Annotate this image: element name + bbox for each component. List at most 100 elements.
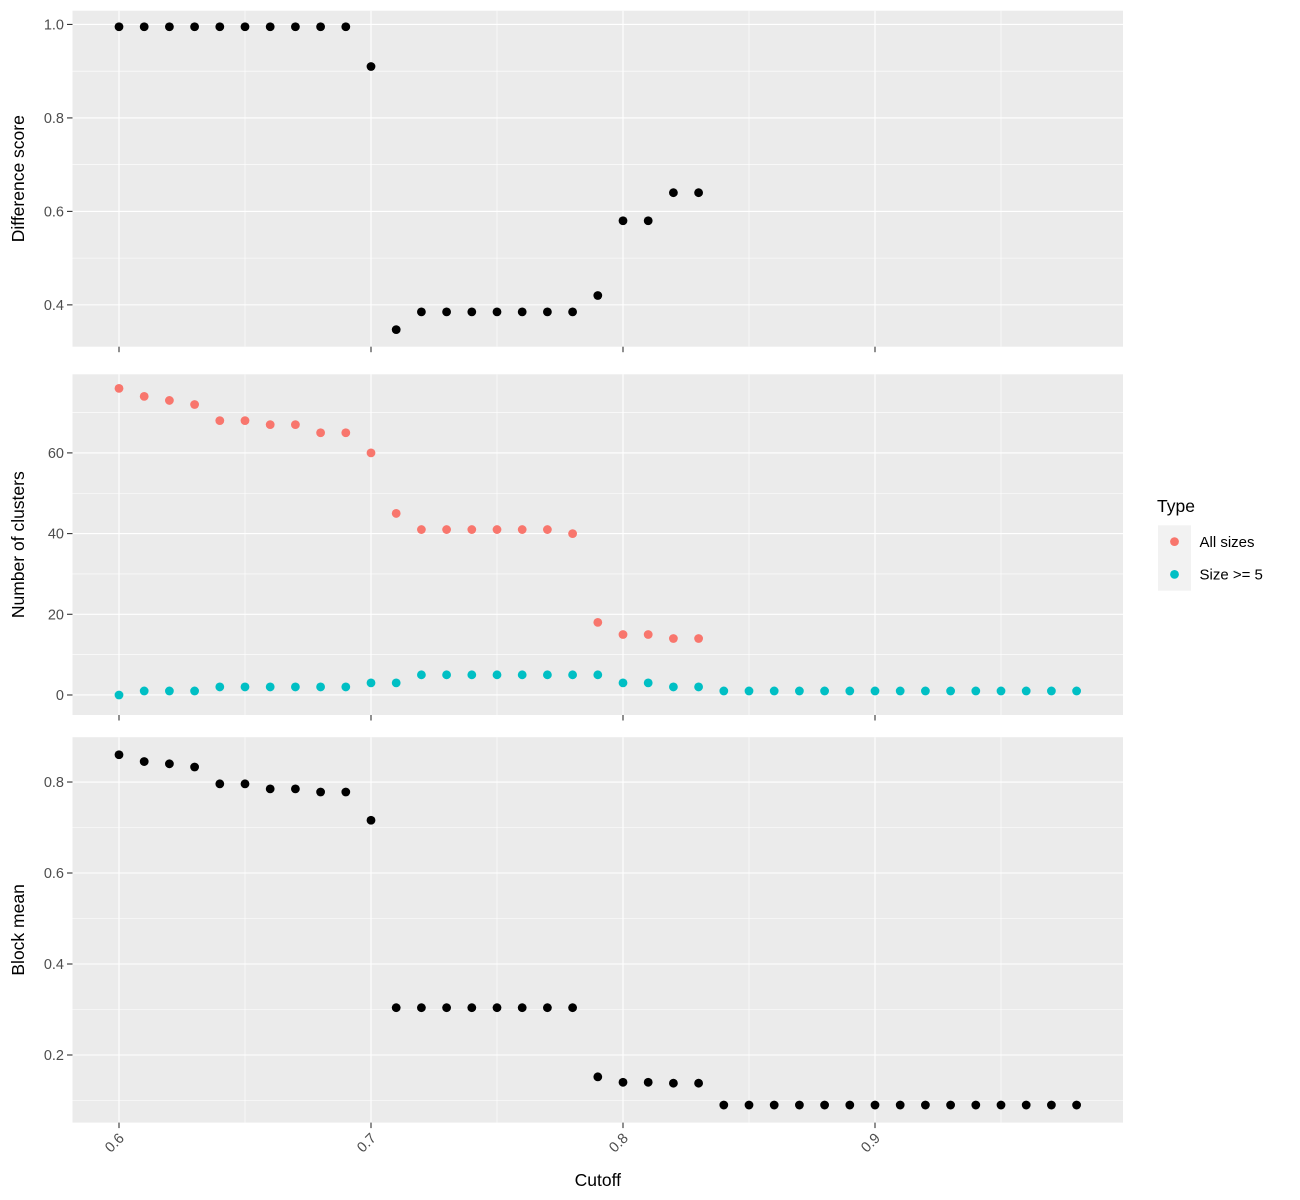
point-block-mean: [996, 1100, 1006, 1110]
point-block-mean: [114, 750, 124, 760]
point-difference-score: [618, 216, 628, 226]
point-all-sizes: [669, 634, 678, 643]
point-block-mean: [366, 815, 376, 825]
point-block-mean: [165, 759, 174, 769]
point-block-mean: [694, 1078, 703, 1088]
point-size-ge-5: [845, 686, 855, 696]
point-block-mean: [1047, 1100, 1056, 1110]
legend-label-size-ge-5: Size >= 5: [1200, 567, 1263, 584]
point-block-mean: [517, 1003, 527, 1013]
y-axis-title-number-of-clusters: Number of clusters: [8, 471, 28, 618]
series-block-mean: [114, 750, 1081, 1110]
point-size-ge-5: [391, 678, 401, 688]
point-all-sizes: [492, 525, 502, 534]
panel-bottom-background: [72, 737, 1123, 1123]
point-difference-score: [114, 22, 124, 32]
point-size-ge-5: [442, 670, 451, 680]
point-block-mean: [820, 1100, 829, 1110]
point-all-sizes: [442, 525, 451, 534]
x-axis-title: Cutoff: [575, 1170, 622, 1190]
series-size-ge-5: [114, 670, 1081, 700]
legend-title: Type: [1157, 496, 1195, 516]
point-block-mean: [467, 1003, 477, 1013]
point-size-ge-5: [543, 670, 552, 680]
point-difference-score: [643, 216, 653, 226]
point-block-mean: [215, 779, 225, 789]
y-tick-label: 0.4: [44, 957, 64, 973]
point-all-sizes: [467, 525, 477, 534]
y-tick-label: 40: [48, 527, 64, 543]
panels: 0.4 0.6 0.8 1.0 0 20 40 60 0.2 0.4 0.6 0.8 0.6 0.7 0.8…: [44, 10, 1123, 1156]
point-all-sizes: [417, 525, 426, 534]
panel-top-background: [72, 10, 1123, 347]
x-tick-label: 0.9: [858, 1131, 884, 1157]
point-block-mean: [543, 1003, 552, 1013]
point-difference-score: [190, 22, 200, 32]
point-size-ge-5: [769, 686, 779, 696]
point-size-ge-5: [139, 686, 149, 696]
point-all-sizes: [593, 617, 603, 627]
y-axis-title-block-mean: Block mean: [8, 884, 28, 975]
legend: Type All sizes Size >= 5: [1157, 496, 1263, 591]
point-block-mean: [870, 1100, 880, 1110]
point-block-mean: [895, 1100, 905, 1110]
point-size-ge-5: [492, 670, 502, 680]
point-block-mean: [769, 1100, 779, 1110]
point-difference-score: [240, 22, 250, 32]
point-all-sizes: [215, 416, 225, 426]
point-size-ge-5: [694, 682, 703, 692]
point-size-ge-5: [921, 686, 930, 696]
point-size-ge-5: [291, 682, 300, 692]
point-difference-score: [165, 22, 174, 32]
point-difference-score: [316, 22, 325, 32]
point-difference-score: [517, 307, 527, 317]
point-all-sizes: [341, 428, 351, 438]
point-difference-score: [265, 22, 275, 32]
point-size-ge-5: [895, 686, 905, 696]
point-difference-score: [366, 62, 376, 71]
point-block-mean: [971, 1100, 981, 1110]
x-tick-label: 0.6: [102, 1131, 128, 1157]
x-tick-label: 0.8: [606, 1131, 632, 1157]
point-difference-score: [215, 22, 225, 32]
point-block-mean: [291, 784, 300, 794]
point-block-mean: [190, 762, 200, 772]
y-tick-label: 1.0: [44, 18, 64, 34]
point-difference-score: [291, 22, 300, 32]
point-size-ge-5: [517, 670, 527, 680]
legend-key-dot-all-sizes: [1170, 537, 1179, 546]
point-difference-score: [467, 307, 477, 317]
point-size-ge-5: [165, 686, 174, 696]
panel-bottom: 0.2 0.4 0.6 0.8 0.6 0.7 0.8 0.9: [44, 737, 1123, 1156]
point-block-mean: [719, 1100, 729, 1110]
point-size-ge-5: [618, 678, 628, 688]
point-all-sizes: [265, 420, 275, 430]
point-size-ge-5: [744, 686, 754, 696]
series-all-sizes: [114, 383, 703, 643]
point-block-mean: [946, 1100, 955, 1110]
point-block-mean: [618, 1077, 628, 1087]
panel-top: 0.4 0.6 0.8 1.0: [44, 10, 1123, 353]
y-axis-title-difference-score: Difference score: [8, 115, 28, 242]
y-tick-label: 0.6: [44, 866, 64, 882]
y-tick-label: 0: [56, 688, 64, 704]
point-all-sizes: [366, 448, 376, 458]
point-difference-score: [568, 307, 577, 317]
point-all-sizes: [190, 400, 200, 409]
point-size-ge-5: [467, 670, 477, 680]
point-size-ge-5: [870, 686, 880, 696]
point-difference-score: [417, 307, 426, 317]
point-size-ge-5: [946, 686, 955, 696]
point-size-ge-5: [971, 686, 981, 696]
y-tick-label: 0.2: [44, 1048, 64, 1064]
point-size-ge-5: [1047, 686, 1056, 696]
y-tick-label: 60: [48, 446, 64, 462]
point-block-mean: [341, 787, 351, 797]
x-tick-label: 0.7: [354, 1131, 380, 1157]
y-tick-label: 20: [48, 607, 64, 623]
point-difference-score: [669, 188, 678, 198]
panel-middle-background: [72, 374, 1123, 715]
point-size-ge-5: [568, 670, 577, 680]
point-block-mean: [265, 784, 275, 794]
